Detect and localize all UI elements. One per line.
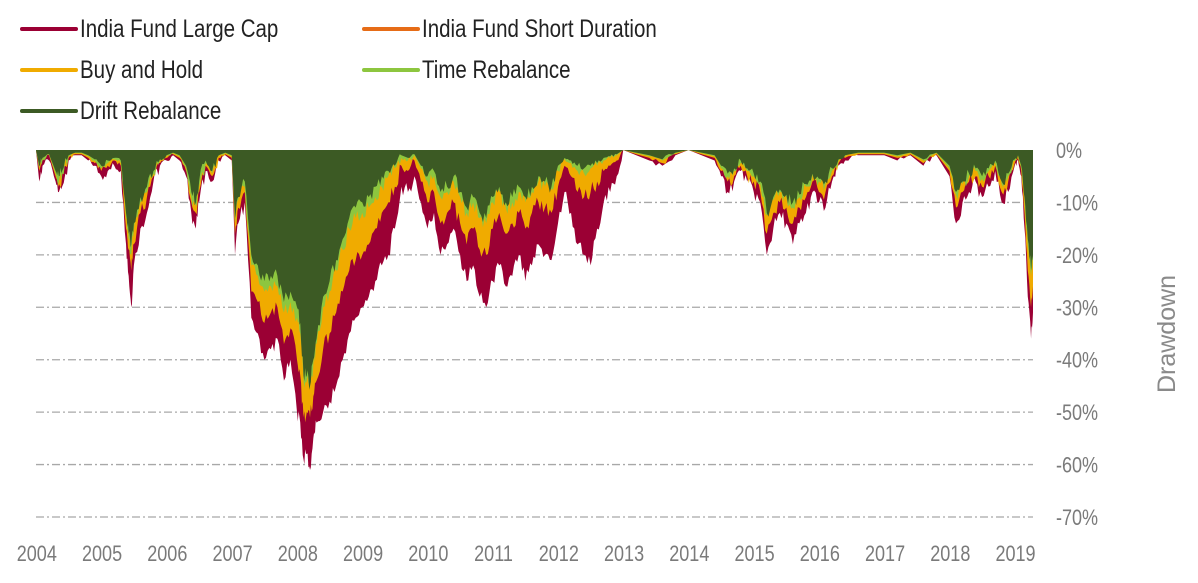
x-tick-label: 2006 [147,542,187,566]
y-tick-label: -60% [1056,454,1098,478]
legend-swatch-large-cap [20,27,78,31]
x-tick-label: 2012 [539,542,579,566]
legend-swatch-buy-and-hold [20,68,78,72]
x-tick-label: 2009 [343,542,383,566]
legend-swatch-drift-rebalance [20,109,78,113]
legend-item-buy-and-hold[interactable]: Buy and Hold [20,52,230,88]
legend-item-drift-rebalance[interactable]: Drift Rebalance [20,93,252,129]
x-tick-label: 2007 [213,542,253,566]
x-tick-label: 2011 [474,542,513,566]
x-tick-label: 2016 [800,542,840,566]
x-tick-label: 2004 [17,542,57,566]
x-tick-label: 2005 [82,542,122,566]
legend-label: India Fund Short Duration [422,14,657,43]
x-tick-label: 2019 [995,542,1035,566]
y-axis: 0% -10% -20% -30% -40% -50% -60% -70% [1056,139,1098,530]
y-tick-label: -70% [1056,506,1098,530]
area-buy-and-hold [36,150,1033,423]
x-tick-label: 2017 [865,542,905,566]
y-axis-title: Drawdown [1153,275,1181,393]
legend-swatch-short-duration [362,27,420,31]
legend-label: India Fund Large Cap [80,14,279,43]
y-tick-label: -50% [1056,402,1098,426]
legend-item-large-cap[interactable]: India Fund Large Cap [20,11,322,47]
area-drift-rebalance [36,150,1033,390]
series-areas [36,150,1033,470]
y-tick-label: 0% [1056,139,1082,163]
legend-label: Drift Rebalance [80,96,222,125]
legend-item-time-rebalance[interactable]: Time Rebalance [362,52,603,88]
x-tick-label: 2010 [408,542,448,566]
y-tick-label: -40% [1056,349,1098,373]
legend-label: Buy and Hold [80,55,204,84]
legend-item-short-duration[interactable]: India Fund Short Duration [362,11,708,47]
x-tick-label: 2015 [734,542,774,566]
legend-swatch-time-rebalance [362,68,420,72]
y-tick-label: -10% [1056,192,1098,216]
legend-label: Time Rebalance [422,55,571,84]
x-tick-label: 2013 [604,542,644,566]
y-tick-label: -30% [1056,297,1098,321]
x-tick-label: 2008 [278,542,318,566]
x-tick-label: 2014 [669,542,709,566]
x-tick-label: 2018 [930,542,970,566]
x-axis: 2004 2005 2006 2007 2008 2009 2010 2011 2012 2013… [17,542,1036,566]
y-tick-label: -20% [1056,244,1098,268]
